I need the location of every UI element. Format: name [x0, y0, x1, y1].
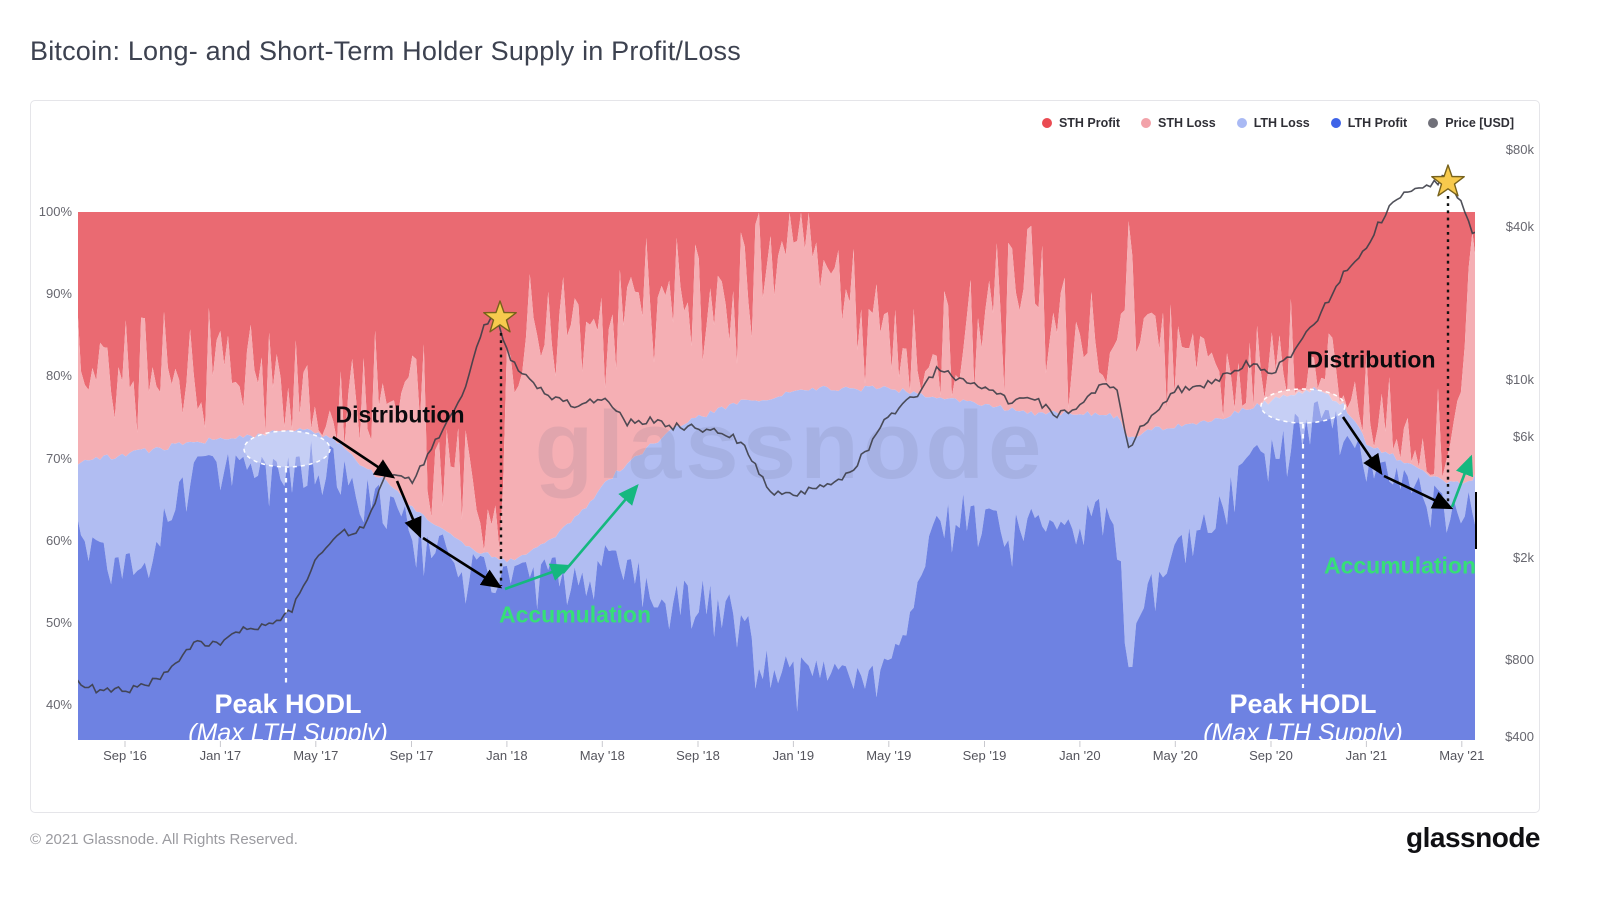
annotation-peak-hodl-2: Peak HODL (Max LTH Supply)	[1203, 689, 1403, 747]
x-tick-label: Jan '20	[1059, 748, 1101, 763]
glassnode-logo: glassnode	[1406, 822, 1540, 853]
annotation-distribution-1: Distribution	[335, 401, 465, 428]
y-left-tick-label: 40%	[45, 697, 72, 712]
y-left-tick-label: 100%	[38, 204, 72, 219]
legend-dot-icon	[1041, 118, 1052, 128]
y-right-tick-label: $2k	[1513, 550, 1534, 566]
annotation-accumulation-1: Accumulation	[498, 601, 652, 628]
legend-dot-icon	[1141, 118, 1152, 128]
y-left-tick-label: 90%	[45, 286, 72, 302]
y-left-tick-label: 70%	[45, 450, 72, 466]
x-tick-label: Sep '19	[962, 748, 1007, 763]
x-tick-label: Jan '17	[199, 748, 242, 763]
annotation-distribution-2: Distribution	[1306, 346, 1436, 373]
footer-copyright: © 2021 Glassnode. All Rights Reserved.	[30, 831, 298, 848]
legend-item-lth-profit[interactable]: LTH Profit	[1330, 116, 1407, 130]
chart-legend: STH Profit STH Loss LTH Loss LTH Profit …	[1041, 116, 1514, 130]
x-tick-label: May '20	[1152, 748, 1198, 763]
y-right-tick-label: $6k	[1513, 428, 1534, 444]
x-tick-label: Sep '20	[1249, 748, 1293, 763]
legend-dot-icon	[1428, 118, 1439, 128]
x-tick-label: May '18	[579, 748, 625, 763]
y-left-tick-label: 80%	[45, 368, 72, 384]
legend-item-sth-profit[interactable]: STH Profit	[1041, 116, 1120, 130]
annotation-peak-hodl-1: Peak HODL (Max LTH Supply)	[188, 689, 388, 747]
page-title: Bitcoin: Long- and Short-Term Holder Sup…	[30, 36, 741, 66]
x-tick-label: May '21	[1439, 748, 1485, 763]
legend-item-sth-loss[interactable]: STH Loss	[1141, 116, 1216, 130]
legend-item-lth-loss[interactable]: LTH Loss	[1236, 116, 1310, 130]
y-right-tick-label: $40k	[1505, 219, 1534, 234]
y-right-tick-label: $80k	[1505, 142, 1534, 158]
legend-item-price-usd[interactable]: Price [USD]	[1428, 116, 1514, 130]
legend-dot-icon	[1236, 118, 1247, 128]
x-tick-label: May '19	[866, 748, 912, 763]
x-tick-label: May '17	[293, 748, 339, 763]
y-right-tick-label: $10k	[1505, 372, 1534, 388]
x-tick-label: Sep '16	[103, 748, 147, 763]
y-right-tick-label: $800	[1505, 651, 1534, 667]
y-left-tick-label: 50%	[45, 614, 72, 630]
annotation-accumulation-2: Accumulation	[1323, 552, 1477, 579]
y-left-tick-label: 60%	[45, 532, 72, 548]
x-tick-label: Jan '19	[772, 748, 815, 763]
x-tick-label: Jan '21	[1345, 748, 1388, 763]
x-tick-label: Sep '18	[676, 748, 720, 763]
x-tick-label: Sep '17	[389, 748, 434, 763]
x-tick-label: Jan '18	[486, 748, 528, 763]
y-right-tick-label: $400	[1505, 728, 1534, 744]
legend-dot-icon	[1330, 118, 1341, 128]
